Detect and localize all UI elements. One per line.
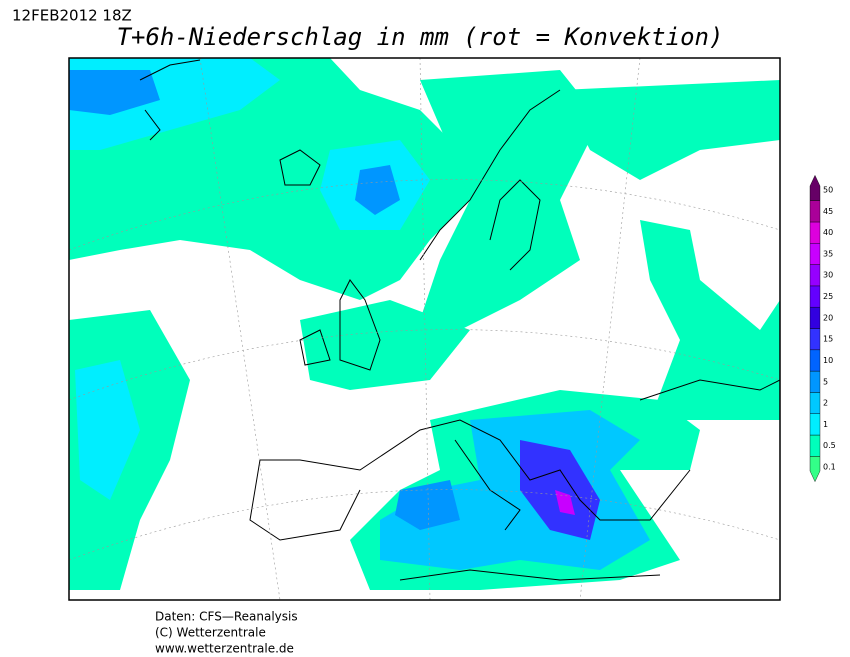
map xyxy=(68,57,781,601)
legend-label: 10 xyxy=(823,356,833,365)
legend-swatch xyxy=(809,456,821,483)
legend-label: 25 xyxy=(823,292,833,301)
legend-swatch xyxy=(809,392,821,414)
footer: Daten: CFS—Reanalysis (C) Wetterzentrale w… xyxy=(155,610,298,656)
legend-label: 5 xyxy=(823,377,828,386)
title: T+6h-Niederschlag in mm (rot = Konvektio… xyxy=(117,23,724,51)
date: 12FEB2012 18Z xyxy=(12,7,132,25)
legend-label: 35 xyxy=(823,249,833,258)
legend-swatch xyxy=(809,328,821,351)
legend-swatch xyxy=(809,285,821,308)
footer-line: Daten: CFS—Reanalysis xyxy=(155,610,298,624)
legend-swatch xyxy=(809,370,821,393)
legend-swatch xyxy=(809,174,821,201)
legend-label: 45 xyxy=(823,207,833,216)
legend-label: 0.5 xyxy=(823,441,836,450)
legend-label: 50 xyxy=(823,186,833,195)
legend-label: 20 xyxy=(823,313,833,322)
legend-swatch xyxy=(809,413,821,436)
legend-label: 2 xyxy=(823,399,828,408)
legend-swatch xyxy=(809,306,821,329)
legend-swatch xyxy=(809,349,821,372)
footer-line: (C) Wetterzentrale xyxy=(155,626,266,640)
footer-line: www.wetterzentrale.de xyxy=(155,642,294,656)
legend-label: 15 xyxy=(823,335,833,344)
legend-swatch xyxy=(809,264,821,287)
legend-label: 40 xyxy=(823,228,833,237)
legend-swatch xyxy=(809,243,821,265)
legend-swatch xyxy=(809,434,821,457)
legend-swatch xyxy=(809,221,821,244)
legend-label: 30 xyxy=(823,271,833,280)
legend-label: 1 xyxy=(823,420,828,429)
legend-label: 0.1 xyxy=(823,463,836,472)
legend-swatch xyxy=(809,200,821,223)
